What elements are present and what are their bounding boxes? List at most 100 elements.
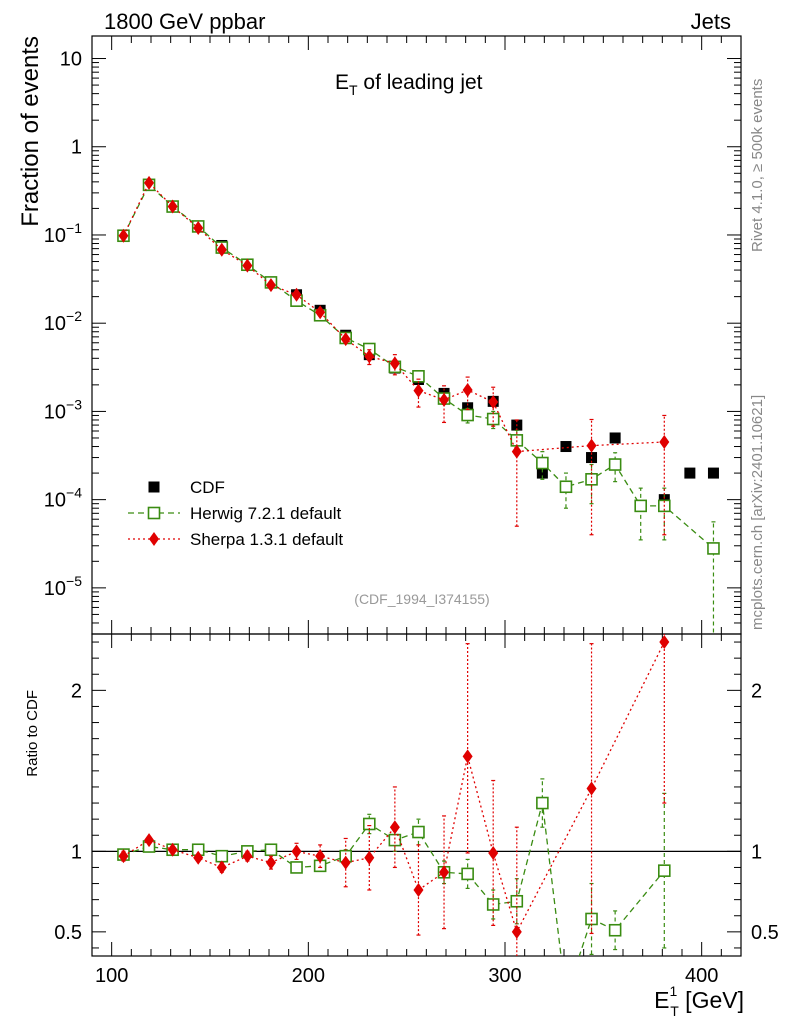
sherpa-ratio-point: [364, 850, 375, 865]
legend-cdf-label: CDF: [190, 478, 225, 497]
x-axis-title-e: E: [654, 987, 669, 1013]
legend: CDF Herwig 7.2.1 default Sherpa 1.3.1 defa…: [128, 478, 343, 549]
main-ytick-base: 10: [44, 313, 66, 335]
herwig-point: [585, 473, 598, 486]
main-ytick-exponent: −2: [66, 308, 82, 324]
x-axis-title-sub: T: [670, 1003, 679, 1019]
mcplots-label: mcplots.cern.ch [arXiv:2401.10621]: [749, 395, 766, 630]
herwig-ratio-point: [536, 796, 549, 810]
herwig-point: [559, 480, 573, 494]
sherpa-ratio-point: [167, 842, 178, 857]
herwig-point: [707, 542, 720, 555]
herwig-ratio-point: [510, 894, 524, 908]
herwig-ratio-point: [608, 923, 622, 937]
sherpa-ratio-point: [315, 849, 326, 864]
sherpa-point: [144, 175, 155, 190]
main-ytick-base: 10: [44, 401, 66, 423]
main-ytick-base: 10: [44, 578, 66, 600]
main-ytick-exponent: −5: [66, 573, 82, 589]
sherpa-point: [167, 199, 178, 214]
herwig-ratio-point: [290, 861, 303, 874]
main-ytick-exponent: −4: [66, 485, 82, 501]
ratio-ytick-label-right: 2: [751, 680, 762, 702]
sherpa-point: [439, 392, 450, 407]
sherpa-point: [216, 242, 227, 257]
ratio-ytick-label: 1: [71, 841, 82, 863]
x-axis-title-sup: 1: [669, 983, 677, 999]
sherpa-point: [118, 228, 129, 243]
sherpa-ratio-point: [242, 849, 253, 864]
sherpa-point: [511, 444, 522, 459]
sherpa-ratio-point: [462, 749, 473, 764]
main-ytick-exponent: −1: [66, 220, 82, 236]
herwig-point: [461, 408, 474, 422]
main-title-sub: T: [349, 82, 358, 98]
cdf-point: [609, 432, 621, 444]
main-ytick-label: 10−3: [44, 396, 82, 423]
sherpa-ratio-point: [389, 820, 400, 835]
xtick-label: 200: [292, 965, 325, 987]
sherpa-point: [265, 278, 276, 293]
herwig-point: [412, 370, 425, 383]
herwig-ratio-point: [264, 843, 278, 857]
x-axis-title: E1 T [GeV]: [654, 983, 744, 1019]
main-title-rest: of leading jet: [358, 71, 483, 94]
main-ytick-label: 10−2: [44, 308, 82, 335]
sherpa-point: [389, 356, 400, 371]
sherpa-point: [242, 258, 253, 273]
sherpa-point: [413, 383, 424, 398]
sherpa-ratio-point: [511, 924, 522, 939]
sherpa-ratio-point: [586, 781, 597, 796]
cdf-point: [560, 441, 572, 453]
ratio-ytick-label-right: 1: [751, 841, 762, 863]
sherpa-ratio-point: [118, 849, 129, 864]
header-right: Jets: [691, 9, 731, 34]
sherpa-point: [193, 220, 204, 235]
sherpa-point: [291, 287, 302, 302]
legend-sherpa-label: Sherpa 1.3.1 default: [190, 530, 343, 549]
sherpa-ratio-point: [439, 865, 450, 880]
sherpa-ratio-point: [193, 850, 204, 865]
main-ytick-base: 10: [60, 49, 82, 71]
herwig-ratio-point: [560, 991, 571, 1002]
main-ytick-label: 10: [60, 49, 82, 71]
main-ytick-label: 10−5: [44, 573, 82, 600]
sherpa-point: [659, 435, 670, 450]
xtick-label: 100: [95, 965, 128, 987]
main-ytick-label: 10−1: [44, 220, 82, 247]
legend-herwig-marker: [147, 506, 161, 520]
sherpa-ratio-point: [216, 860, 227, 875]
sherpa-ratio-point: [265, 855, 276, 870]
sherpa-ratio-point: [659, 635, 670, 650]
herwig-point: [608, 458, 622, 471]
ratio-ytick-label: 0.5: [54, 922, 82, 944]
sherpa-point: [315, 305, 326, 320]
herwig-point: [486, 412, 500, 426]
herwig-ratio-point: [585, 912, 598, 926]
main-ytick-label: 1: [71, 137, 82, 159]
herwig-ratio-point: [362, 817, 376, 831]
main-ytick-base: 10: [44, 490, 66, 512]
main-title: ET of leading jet: [335, 71, 483, 98]
cdf-point: [684, 467, 696, 479]
main-data-series: [117, 175, 720, 634]
legend-sherpa-marker: [149, 532, 159, 546]
herwig-ratio-line: [123, 802, 665, 956]
sherpa-point: [462, 382, 473, 397]
herwig-point: [536, 456, 549, 470]
xtick-label: 400: [685, 965, 718, 987]
ratio-ylabel: Ratio to CDF: [24, 690, 41, 777]
sherpa-ratio-point: [291, 844, 302, 859]
xtick-label: 300: [488, 965, 521, 987]
sherpa-ratio-point: [144, 833, 155, 848]
sherpa-ratio-point: [413, 882, 424, 897]
ratio-plot-frame: [91, 633, 742, 957]
x-axis-title-rest: [GeV]: [679, 987, 744, 1013]
legend-cdf-marker: [148, 481, 160, 493]
ratio-ytick-label: 2: [71, 680, 82, 702]
sherpa-point: [364, 349, 375, 364]
ratio-ytick-label-right: 0.5: [751, 922, 779, 944]
rivet-label: Rivet 4.1.0, ≥ 500k events: [749, 79, 766, 252]
